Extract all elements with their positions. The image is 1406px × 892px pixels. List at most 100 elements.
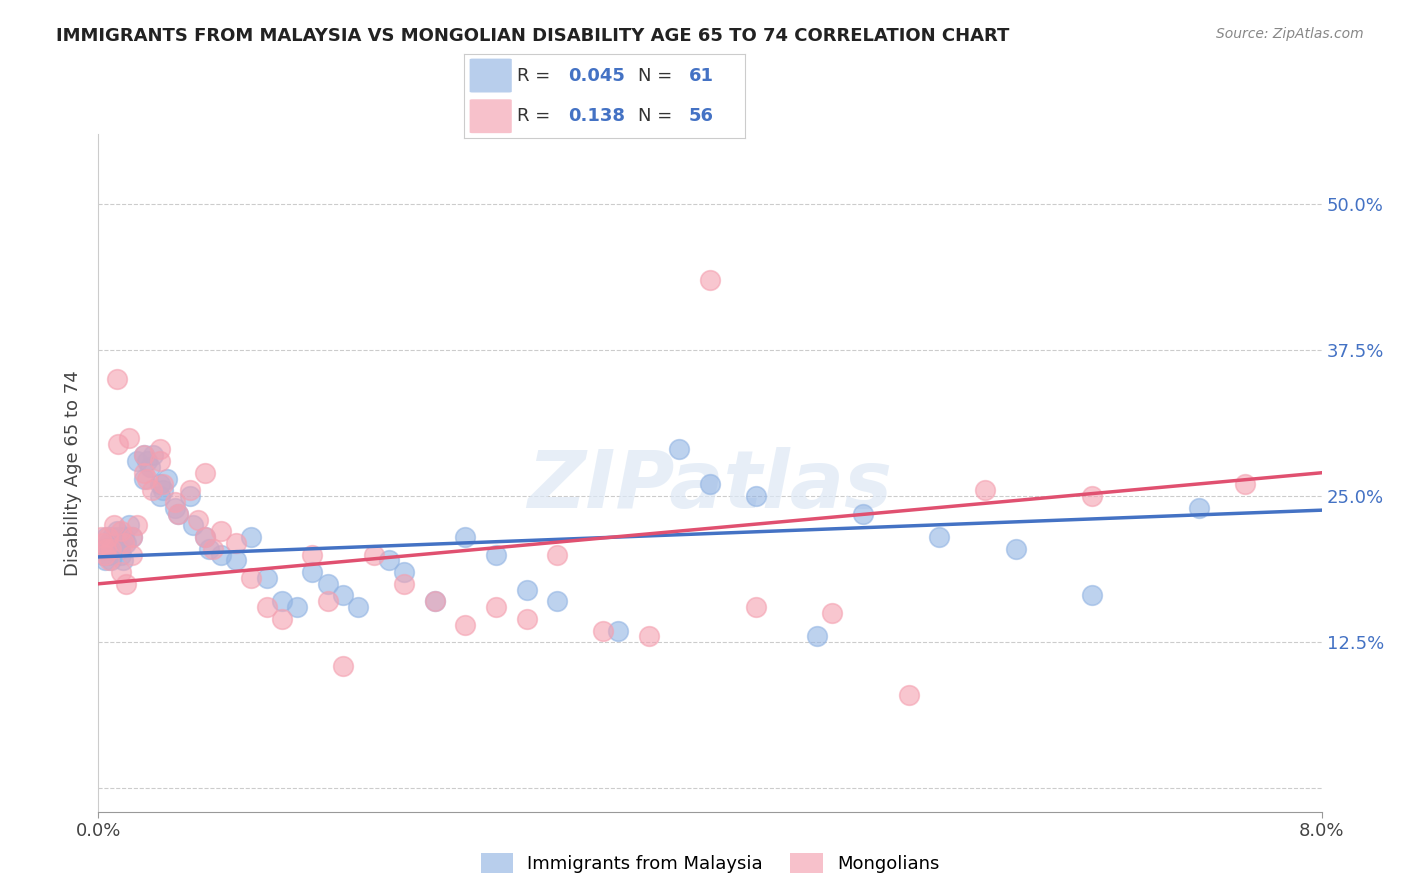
Point [546, 548, 568, 562]
Text: IMMIGRANTS FROM MALAYSIA VS MONGOLIAN DISABILITY AGE 65 TO 74 CORRELATION CHART: IMMIGRANTS FROM MALAYSIA VS MONGOLIAN DI… [56, 27, 1010, 45]
Point [134, 472, 156, 486]
Point [110, 565, 132, 579]
Point [256, 571, 278, 585]
Point [91, 536, 114, 550]
Point [111, 553, 134, 567]
Point [107, 530, 129, 544]
Point [699, 477, 721, 491]
Point [1004, 541, 1026, 556]
Point [125, 454, 148, 468]
Point [142, 448, 165, 462]
Point [316, 594, 339, 608]
Point [454, 530, 477, 544]
Point [141, 483, 163, 498]
Point [928, 530, 950, 544]
Point [745, 600, 768, 615]
Point [423, 594, 446, 608]
Point [101, 530, 124, 544]
Point [100, 553, 122, 567]
Point [93, 548, 115, 562]
Point [121, 548, 143, 562]
Point [163, 495, 186, 509]
Point [136, 454, 159, 468]
Point [149, 477, 172, 491]
Legend: Immigrants from Malaysia, Mongolians: Immigrants from Malaysia, Mongolians [474, 846, 946, 880]
Point [485, 600, 508, 615]
Point [100, 541, 122, 556]
Point [1188, 500, 1211, 515]
Point [301, 548, 323, 562]
Point [270, 612, 294, 626]
Point [149, 489, 172, 503]
Point [115, 536, 138, 550]
Text: Source: ZipAtlas.com: Source: ZipAtlas.com [1216, 27, 1364, 41]
Point [149, 454, 172, 468]
Point [112, 530, 135, 544]
Point [347, 600, 370, 615]
Point [607, 624, 630, 638]
Point [152, 477, 174, 491]
Text: N =: N = [638, 67, 678, 85]
Point [187, 512, 209, 526]
Point [852, 507, 875, 521]
Point [392, 576, 416, 591]
Point [149, 442, 172, 457]
Point [134, 448, 156, 462]
Point [332, 589, 354, 603]
Point [699, 273, 721, 287]
Point [301, 565, 323, 579]
Point [897, 688, 920, 702]
Point [202, 541, 225, 556]
Point [167, 507, 190, 521]
Text: R =: R = [517, 107, 557, 125]
Point [256, 600, 278, 615]
Point [112, 536, 135, 550]
Point [225, 553, 247, 567]
Point [485, 548, 508, 562]
Point [516, 582, 538, 597]
Point [94, 541, 117, 556]
FancyBboxPatch shape [470, 59, 512, 93]
Point [103, 536, 125, 550]
Point [1081, 489, 1104, 503]
Point [167, 507, 190, 521]
Point [90, 530, 112, 544]
Point [91, 548, 114, 562]
Point [546, 594, 568, 608]
Point [637, 629, 661, 643]
FancyBboxPatch shape [470, 99, 512, 133]
Point [163, 500, 186, 515]
Point [668, 442, 690, 457]
Point [240, 571, 263, 585]
Point [97, 536, 120, 550]
Text: ZIPatlas: ZIPatlas [527, 447, 893, 525]
Point [156, 472, 179, 486]
Point [316, 576, 339, 591]
Point [108, 541, 131, 556]
Point [378, 553, 401, 567]
Point [105, 524, 128, 539]
Point [194, 530, 217, 544]
Point [1081, 589, 1104, 603]
Text: 0.138: 0.138 [568, 107, 626, 125]
Text: N =: N = [638, 107, 678, 125]
Point [121, 530, 143, 544]
Point [209, 548, 232, 562]
Point [121, 530, 143, 544]
Point [1234, 477, 1257, 491]
Point [134, 448, 156, 462]
Point [209, 524, 232, 539]
Point [97, 530, 120, 544]
Point [110, 524, 132, 539]
Point [745, 489, 768, 503]
Point [152, 483, 174, 498]
Point [194, 466, 217, 480]
Point [179, 483, 201, 498]
Point [136, 472, 159, 486]
Text: 56: 56 [689, 107, 714, 125]
Point [98, 548, 121, 562]
Point [115, 576, 138, 591]
Point [118, 431, 141, 445]
Point [454, 617, 477, 632]
Point [821, 606, 844, 620]
